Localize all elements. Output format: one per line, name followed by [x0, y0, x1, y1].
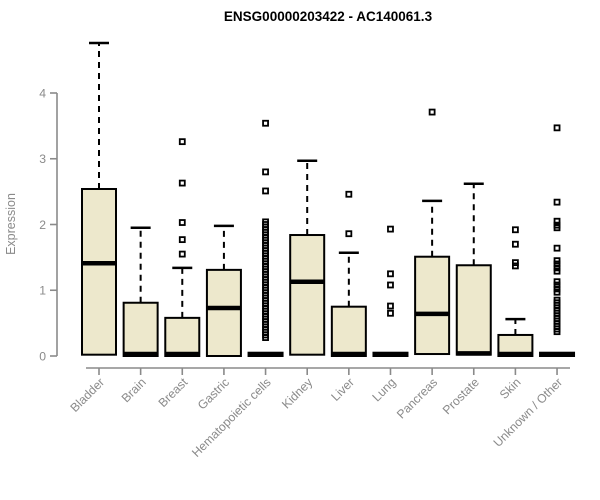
outlier-point	[512, 262, 519, 270]
x-category-label-breast: Breast	[156, 375, 191, 410]
outlier-point	[345, 190, 353, 198]
x-category-label-kidney: Kidney	[279, 375, 316, 412]
x-category-label-brain: Brain	[119, 375, 149, 405]
outlier-point	[262, 119, 269, 127]
boxplot-skin	[497, 226, 534, 357]
outlier-point	[178, 236, 186, 244]
outlier-point	[262, 187, 269, 195]
y-tick-label: 0	[39, 349, 46, 363]
y-tick-label: 2	[39, 218, 46, 232]
x-category-label-lung: Lung	[370, 375, 399, 404]
x-category-label-bladder: Bladder	[68, 375, 108, 415]
iqr-box	[289, 234, 326, 356]
boxplot-lung	[372, 225, 409, 357]
iqr-box	[81, 187, 117, 356]
outlier-point	[553, 217, 561, 225]
outlier-point	[512, 226, 519, 234]
outlier-point	[262, 334, 269, 341]
x-category-label-skin: Skin	[497, 375, 524, 402]
y-tick-label: 4	[39, 86, 46, 100]
boxplot-liver	[330, 190, 367, 357]
outlier-point	[553, 124, 561, 132]
iqr-box	[122, 301, 159, 357]
outlier-point	[262, 168, 269, 176]
iqr-box	[455, 264, 492, 356]
boxplot-kidney	[289, 159, 326, 356]
y-tick-label: 1	[39, 284, 46, 298]
outlier-point	[387, 281, 394, 289]
outlier-point	[178, 179, 186, 187]
outlier-point	[387, 309, 394, 317]
outlier-point	[345, 230, 353, 238]
x-category-label-pancreas: Pancreas	[394, 375, 440, 421]
outlier-point	[553, 244, 561, 252]
outlier-point	[553, 260, 561, 268]
outlier-point	[553, 198, 561, 206]
boxplot-hematopoietic-cells	[247, 119, 284, 357]
iqr-box	[205, 268, 242, 357]
boxplot-unknown-other	[539, 124, 576, 357]
y-axis-label: Expression	[4, 193, 18, 255]
outlier-point	[553, 281, 561, 289]
boxplot-breast	[164, 138, 201, 357]
box-group	[81, 41, 576, 357]
boxplot-gastric	[205, 224, 242, 357]
x-category-label-gastric: Gastric	[195, 375, 232, 412]
outlier-point	[178, 138, 186, 146]
chart-title: ENSG00000203422 - AC140061.3	[224, 9, 433, 24]
outlier-point	[553, 224, 561, 232]
boxplot-pancreas	[414, 108, 451, 356]
boxplot-brain	[122, 226, 159, 357]
outlier-point	[553, 328, 561, 336]
iqr-box	[414, 255, 451, 356]
iqr-box	[330, 305, 367, 357]
outlier-point	[553, 267, 561, 275]
outlier-point	[512, 240, 519, 248]
boxplot-prostate	[455, 182, 492, 356]
outlier-point	[387, 225, 394, 233]
outlier-point	[553, 288, 561, 296]
x-category-label-hematopoietic-cells: Hematopoietic cells	[189, 375, 274, 460]
outlier-point	[387, 302, 394, 310]
outlier-point	[178, 250, 186, 258]
iqr-box	[164, 316, 201, 357]
x-category-label-prostate: Prostate	[440, 375, 482, 417]
outlier-point	[178, 219, 186, 226]
x-category-label-liver: Liver	[328, 375, 357, 404]
outlier-point	[387, 270, 394, 278]
outlier-point	[428, 108, 436, 116]
y-tick-label: 3	[39, 152, 46, 166]
boxplot-bladder	[81, 41, 117, 356]
